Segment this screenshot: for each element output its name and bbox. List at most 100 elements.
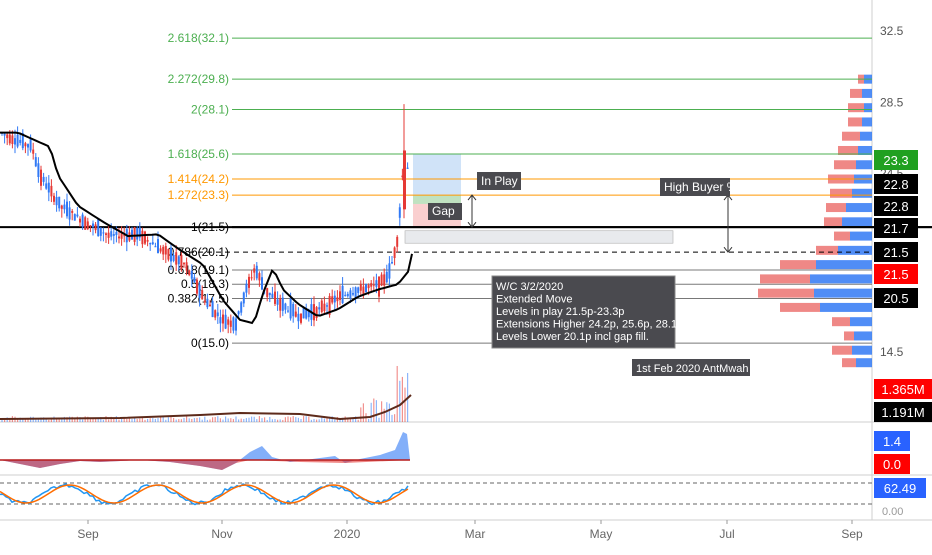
candle-body — [367, 285, 370, 289]
gap-label: Gap — [432, 204, 455, 218]
volume-bar — [9, 419, 11, 422]
volume-bar — [375, 400, 377, 422]
volume-bar — [235, 416, 237, 422]
note-line: Levels in play 21.5p-23.3p — [496, 306, 624, 318]
candle-body — [45, 183, 48, 189]
volume-bar — [284, 417, 286, 422]
volume-bar — [4, 418, 6, 422]
volume-profile-buy — [852, 188, 872, 198]
candle-body — [133, 227, 136, 242]
volume-bar — [401, 376, 403, 422]
candle-body — [393, 247, 396, 259]
candle-body — [328, 295, 331, 315]
volume-badge — [874, 379, 932, 399]
candle-body — [227, 319, 230, 325]
candle-body — [219, 317, 222, 324]
volume-bar — [126, 418, 128, 422]
volume-bar — [100, 417, 102, 422]
candle-body — [157, 239, 159, 254]
candle-body — [284, 303, 287, 310]
candle-body — [159, 248, 162, 252]
candle-body — [105, 233, 107, 235]
candle-body — [292, 303, 295, 317]
candle-body — [42, 176, 45, 182]
candle-body — [3, 133, 6, 136]
volume-profile-buy — [810, 274, 872, 284]
price-badge — [874, 218, 918, 238]
candle-body — [255, 265, 258, 279]
candle-body — [268, 292, 271, 296]
volume-bar — [92, 418, 94, 422]
volume-bar — [248, 417, 250, 422]
candle-body — [185, 262, 188, 271]
price-axis-tick: 28.5 — [880, 95, 904, 109]
volume-bar — [97, 418, 99, 422]
candle-body — [346, 293, 349, 297]
candle-body — [11, 135, 14, 144]
volume-profile-sell — [842, 131, 860, 141]
candle-body — [172, 255, 175, 261]
candle-body — [349, 290, 352, 299]
candle-body — [375, 280, 378, 287]
volume-bar — [290, 417, 292, 422]
volume-bar — [144, 419, 146, 422]
volume-bar — [310, 419, 312, 422]
volume-bar — [331, 416, 333, 422]
volume-bar — [396, 365, 398, 422]
volume-bar — [305, 416, 307, 422]
candle-body — [370, 283, 373, 287]
candle-body — [305, 309, 308, 319]
candle-body — [112, 234, 115, 236]
volume-profile-sell — [826, 203, 846, 213]
candle-body — [211, 301, 214, 318]
volume-bar — [37, 418, 39, 422]
volume-bar — [170, 416, 172, 422]
candle-body — [406, 167, 409, 169]
volume-bar — [204, 416, 206, 422]
volume-bar — [264, 417, 266, 422]
candle-body — [352, 293, 354, 295]
candle-body — [391, 262, 393, 264]
volume-bar — [360, 407, 362, 422]
candle-body — [209, 304, 211, 307]
volume-bar — [318, 419, 320, 422]
volume-bar — [225, 416, 227, 422]
candle-body — [141, 230, 144, 245]
candle-body — [55, 196, 58, 206]
volume-bar — [102, 419, 104, 422]
candle-body — [287, 310, 289, 312]
fib-level-label: 0.786(20.1) — [168, 245, 229, 259]
candle-body — [94, 224, 97, 231]
fib-level-label: 2(28.1) — [191, 102, 229, 116]
volume-bar — [128, 416, 130, 422]
volume-bar — [196, 417, 198, 422]
volume-bar — [79, 417, 81, 422]
volume-bar — [157, 418, 159, 422]
candle-body — [63, 204, 66, 210]
volume-profile-sell — [848, 117, 862, 127]
volume-bar — [27, 417, 29, 422]
volume-bar — [113, 418, 115, 422]
volume-bar — [152, 418, 154, 422]
gap-box — [404, 230, 674, 244]
candle-body — [341, 285, 344, 304]
candle-body — [201, 290, 204, 300]
candle-body — [188, 270, 191, 275]
volume-bar — [357, 419, 359, 422]
volume-bar — [193, 418, 195, 422]
stoch-axis-tick: 0.00 — [882, 506, 903, 518]
candle-body — [365, 284, 367, 293]
volume-bar — [191, 419, 193, 422]
volume-bar — [266, 419, 268, 422]
candle-body — [170, 247, 172, 262]
volume-profile-sell — [824, 217, 842, 227]
candle-body — [196, 279, 198, 294]
volume-profile-buy — [850, 317, 872, 327]
candle-body — [383, 274, 386, 286]
volume-bar — [321, 416, 323, 422]
candle-body — [232, 317, 235, 331]
volume-bar — [40, 417, 42, 422]
candle-body — [8, 134, 11, 144]
volume-bar — [74, 417, 76, 422]
